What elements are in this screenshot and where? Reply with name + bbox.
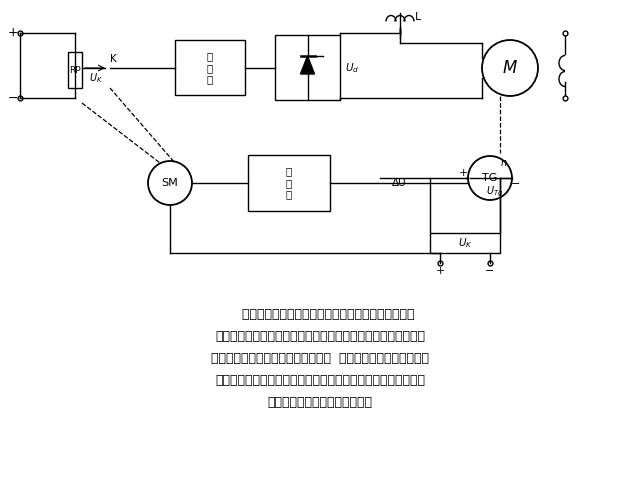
Bar: [248, 155, 330, 211]
Text: +: +: [435, 266, 445, 276]
Text: $U_d$: $U_d$: [345, 61, 359, 75]
Text: +: +: [8, 27, 19, 40]
Text: SM: SM: [162, 178, 178, 188]
Text: 放
大
器: 放 大 器: [286, 167, 292, 199]
Circle shape: [482, 40, 538, 96]
Text: ΔU: ΔU: [392, 178, 406, 188]
Text: TG: TG: [482, 173, 498, 183]
Bar: [430, 233, 500, 253]
Bar: [175, 40, 245, 95]
Text: 有静差调速系统的差别在于能保持输出量，即电动机的转速恒定: 有静差调速系统的差别在于能保持输出量，即电动机的转速恒定: [215, 330, 425, 343]
Text: 能完全消除偏差，也就是说，在调节过程结束时，系统的反馈量: 能完全消除偏差，也就是说，在调节过程结束时，系统的反馈量: [215, 374, 425, 387]
Bar: [275, 35, 340, 100]
Text: +: +: [458, 168, 468, 178]
Polygon shape: [300, 56, 314, 74]
Text: $U_K$: $U_K$: [458, 236, 472, 250]
Text: 所示为无静差调速系统原理框图。无静差调速系统和: 所示为无静差调速系统原理框图。无静差调速系统和: [226, 308, 414, 321]
Text: $U_{Tg}$: $U_{Tg}$: [486, 185, 504, 199]
Text: $U_K$: $U_K$: [89, 71, 103, 85]
Text: −: −: [511, 179, 521, 189]
Text: −: −: [485, 266, 495, 276]
Text: −: −: [8, 91, 19, 104]
Circle shape: [468, 156, 512, 200]
Text: n: n: [501, 158, 507, 168]
Text: 不变，和负载大小无关，机械特性是  一条水平直线。在理论上说: 不变，和负载大小无关，机械特性是 一条水平直线。在理论上说: [211, 352, 429, 365]
Text: K: K: [110, 54, 116, 64]
Text: 触
发
器: 触 发 器: [207, 51, 213, 85]
Bar: [68, 52, 82, 88]
Text: L: L: [415, 12, 421, 22]
Text: 总和给定量相等，偏差等于零。: 总和给定量相等，偏差等于零。: [268, 396, 373, 409]
Text: M: M: [503, 59, 517, 77]
Circle shape: [148, 161, 192, 205]
Text: RP: RP: [69, 66, 81, 75]
